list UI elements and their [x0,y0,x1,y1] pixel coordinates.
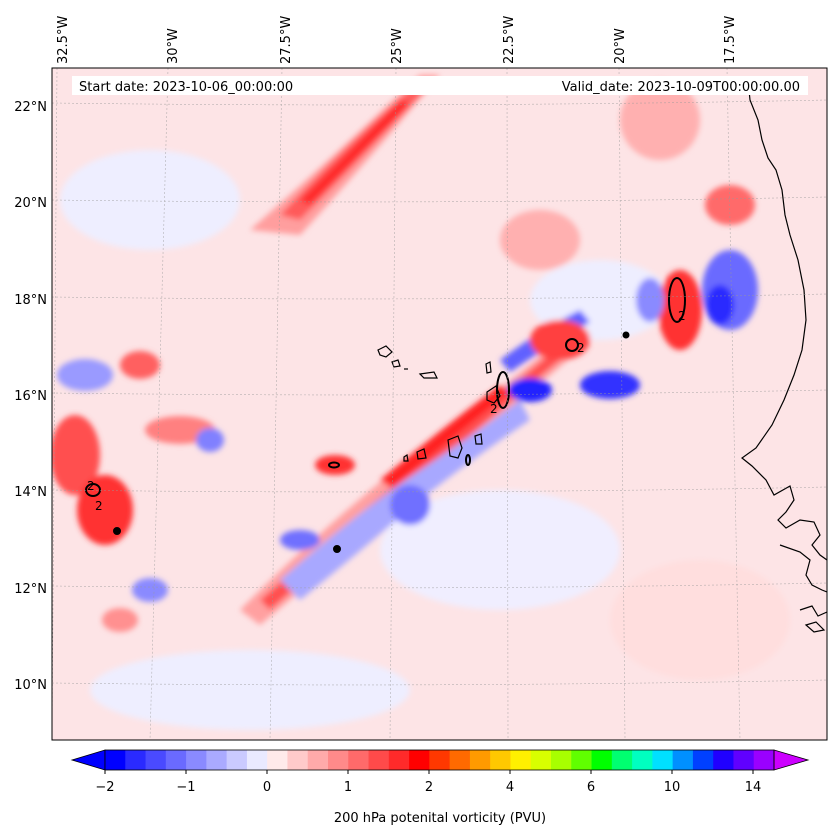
lon-label: 32.5°W [56,16,71,64]
contour-label: 2 [678,309,686,323]
lon-label: 22.5°W [502,16,517,64]
colorbar-cell [490,750,511,770]
colorbar-tick-label: 0 [263,780,271,795]
colorbar-label: 200 hPa potenital vorticity (PVU) [334,811,546,826]
colorbar-tick-label: 4 [506,780,514,795]
lat-label: 16°N [14,389,47,404]
lon-label: 17.5°W [723,16,738,64]
colorbar-cell [348,750,369,770]
colorbar-cell [652,750,673,770]
longitude-labels: 32.5°W 30°W 27.5°W 25°W 22.5°W 20°W 17.5… [56,16,738,64]
start-date-label: Start date: 2023-10-06_00:00:00 [79,80,293,95]
lat-label: 18°N [14,293,47,308]
lat-label: 22°N [14,100,47,115]
colorbar-cell [551,750,572,770]
colorbar-cell [125,750,146,770]
colorbar-cells [105,750,775,770]
lat-label: 12°N [14,582,47,597]
lat-label: 14°N [14,485,47,500]
lon-label: 27.5°W [279,16,294,64]
colorbar-over-arrow [774,750,808,770]
colorbar-tick-label: 1 [344,780,352,795]
contour-label: 2 [577,341,585,355]
lat-label: 20°N [14,196,47,211]
colorbar-cell [146,750,167,770]
colorbar-cell [206,750,227,770]
contour-label: 2 [95,499,103,513]
colorbar-cell [470,750,491,770]
colorbar-cell [612,750,633,770]
colorbar-cell [531,750,552,770]
colorbar-cell [267,750,288,770]
colorbar-cell [450,750,471,770]
colorbar-cell [592,750,613,770]
colorbar-ticks: −2 −1 0 1 2 4 6 10 14 [95,770,761,795]
lon-label: 30°W [166,28,181,64]
colorbar-cell [287,750,308,770]
colorbar-tick-label: 10 [664,780,681,795]
colorbar-cell [105,750,126,770]
colorbar-cell [713,750,734,770]
colorbar-cell [247,750,268,770]
colorbar-cell [227,750,248,770]
colorbar-cell [754,750,775,770]
map-panel: 2 2 2 2 2 [14,16,827,740]
colorbar-cell [328,750,349,770]
colorbar-cell [571,750,592,770]
colorbar-cell [429,750,450,770]
colorbar-cell [389,750,410,770]
contour-label: 2 [490,402,498,416]
colorbar-cell [409,750,430,770]
colorbar-cell [166,750,187,770]
latitude-labels: 22°N 20°N 18°N 16°N 14°N 12°N 10°N [14,100,47,693]
colorbar-cell [510,750,531,770]
colorbar-cell [693,750,714,770]
contour-label: 2 [87,479,95,493]
colorbar-cell [308,750,329,770]
colorbar-cell [369,750,390,770]
colorbar-cell [632,750,653,770]
colorbar-cell [186,750,207,770]
colorbar-tick-label: 2 [425,780,433,795]
colorbar: −2 −1 0 1 2 4 6 10 14 200 hPa potenital vorticit… [72,750,808,826]
valid-date-label: Valid_date: 2023-10-09T00:00:00.00 [562,80,800,95]
colorbar-tick-label: −2 [95,780,114,795]
colorbar-under-arrow [72,750,105,770]
colorbar-cell [733,750,754,770]
lon-label: 25°W [390,28,405,64]
lon-label: 20°W [613,28,628,64]
lat-label: 10°N [14,678,47,693]
colorbar-tick-label: −1 [176,780,195,795]
colorbar-tick-label: 14 [745,780,762,795]
colorbar-cell [673,750,694,770]
colorbar-tick-label: 6 [587,780,595,795]
